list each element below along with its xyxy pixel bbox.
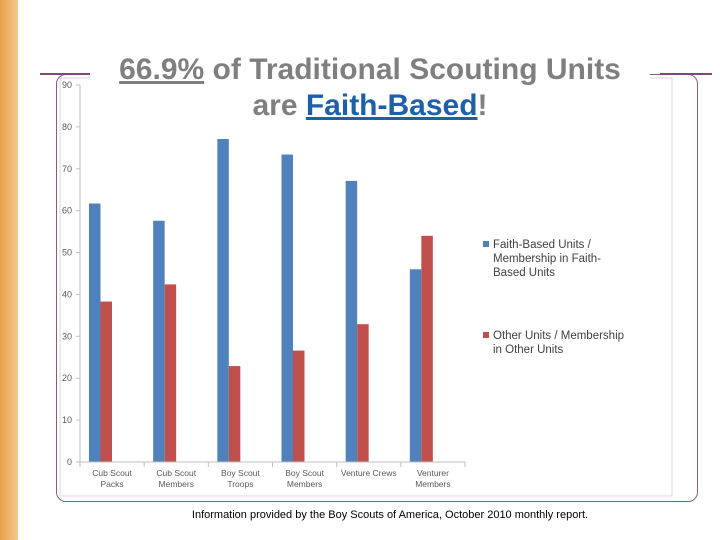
- y-tick-label: 20: [62, 373, 72, 383]
- x-category-label: Boy Scout Troops: [221, 468, 260, 489]
- y-axis: 0 10 20 30 40 50 60 70 80 90: [62, 80, 81, 467]
- legend-entry-label: Other Units / Membership in Other Units: [493, 330, 624, 356]
- legend-swatch: [483, 241, 489, 247]
- x-category-label: Venture Crews: [341, 468, 397, 478]
- x-category-label-line: Venture Crews: [341, 468, 397, 478]
- bar-faith-based: [89, 203, 101, 462]
- bar-faith-based: [409, 269, 422, 462]
- title-exclamation: !: [477, 89, 488, 122]
- y-tick-label: 80: [62, 122, 72, 132]
- x-category-label-line: Members: [159, 479, 194, 489]
- bar-faith-based: [217, 139, 229, 462]
- bar-other-units: [228, 366, 241, 462]
- legend-entry-line: in Other Units: [493, 344, 564, 356]
- x-category-label: Venturer Members: [415, 468, 450, 489]
- bar-faith-based: [345, 180, 358, 463]
- legend: Faith-Based Units / Membership in Faith- B…: [483, 239, 624, 356]
- y-tick-label: 10: [62, 415, 72, 425]
- x-category-label-line: Cub Scout: [92, 468, 132, 478]
- bar-other-units: [293, 350, 305, 462]
- x-category-label-line: Boy Scout: [285, 468, 324, 478]
- legend-entry-label: Faith-Based Units / Membership in Faith- B…: [493, 239, 601, 279]
- y-tick-label: 90: [62, 80, 72, 90]
- x-category-label: Cub Scout Members: [156, 468, 196, 489]
- x-category-label-line: Cub Scout: [156, 468, 196, 478]
- x-category-label-line: Venturer: [417, 468, 449, 478]
- title-part1: of Traditional Scouting Units: [204, 53, 621, 86]
- x-category-label-line: Members: [287, 479, 322, 489]
- x-category-label-line: Members: [415, 479, 450, 489]
- y-tick-label: 0: [67, 457, 72, 467]
- y-tick-label: 60: [62, 206, 72, 216]
- bar-other-units: [100, 301, 112, 462]
- bar-faith-based: [281, 154, 293, 462]
- bar-other-units: [357, 324, 369, 462]
- x-category-label-line: Boy Scout: [221, 468, 260, 478]
- legend-entry-line: Based Units: [493, 267, 555, 279]
- x-category-label-line: Troops: [227, 479, 253, 489]
- title-faith-based: Faith-Based: [305, 89, 478, 122]
- legend-swatch: [483, 332, 489, 338]
- legend-entry-line: Faith-Based Units /: [493, 239, 592, 251]
- x-category-label: Cub Scout Packs: [92, 468, 132, 489]
- y-tick-label: 70: [62, 164, 72, 174]
- y-tick-label: 30: [62, 331, 72, 341]
- y-tick-label: 50: [62, 248, 72, 258]
- bar-faith-based: [153, 220, 165, 462]
- y-tick-label: 40: [62, 289, 72, 299]
- x-category-label-line: Packs: [101, 479, 124, 489]
- bar-other-units: [164, 284, 177, 462]
- left-accent-bar: [0, 0, 18, 540]
- legend-entry-line: Membership in Faith-: [493, 253, 601, 265]
- title-part2: are: [252, 89, 306, 122]
- slide-title: 66.9% of Traditional Scouting Units are …: [90, 52, 650, 124]
- bar-other-units: [421, 235, 433, 462]
- legend-entry-line: Other Units / Membership: [493, 330, 624, 342]
- title-percentage: 66.9%: [119, 53, 205, 86]
- x-category-label: Boy Scout Members: [285, 468, 324, 489]
- source-footnote: Information provided by the Boy Scouts o…: [191, 509, 589, 521]
- bars: [89, 139, 433, 463]
